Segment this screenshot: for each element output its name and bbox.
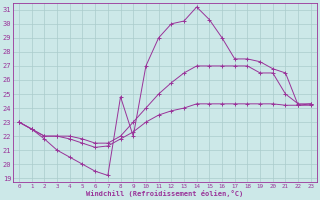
X-axis label: Windchill (Refroidissement éolien,°C): Windchill (Refroidissement éolien,°C) (86, 190, 244, 197)
